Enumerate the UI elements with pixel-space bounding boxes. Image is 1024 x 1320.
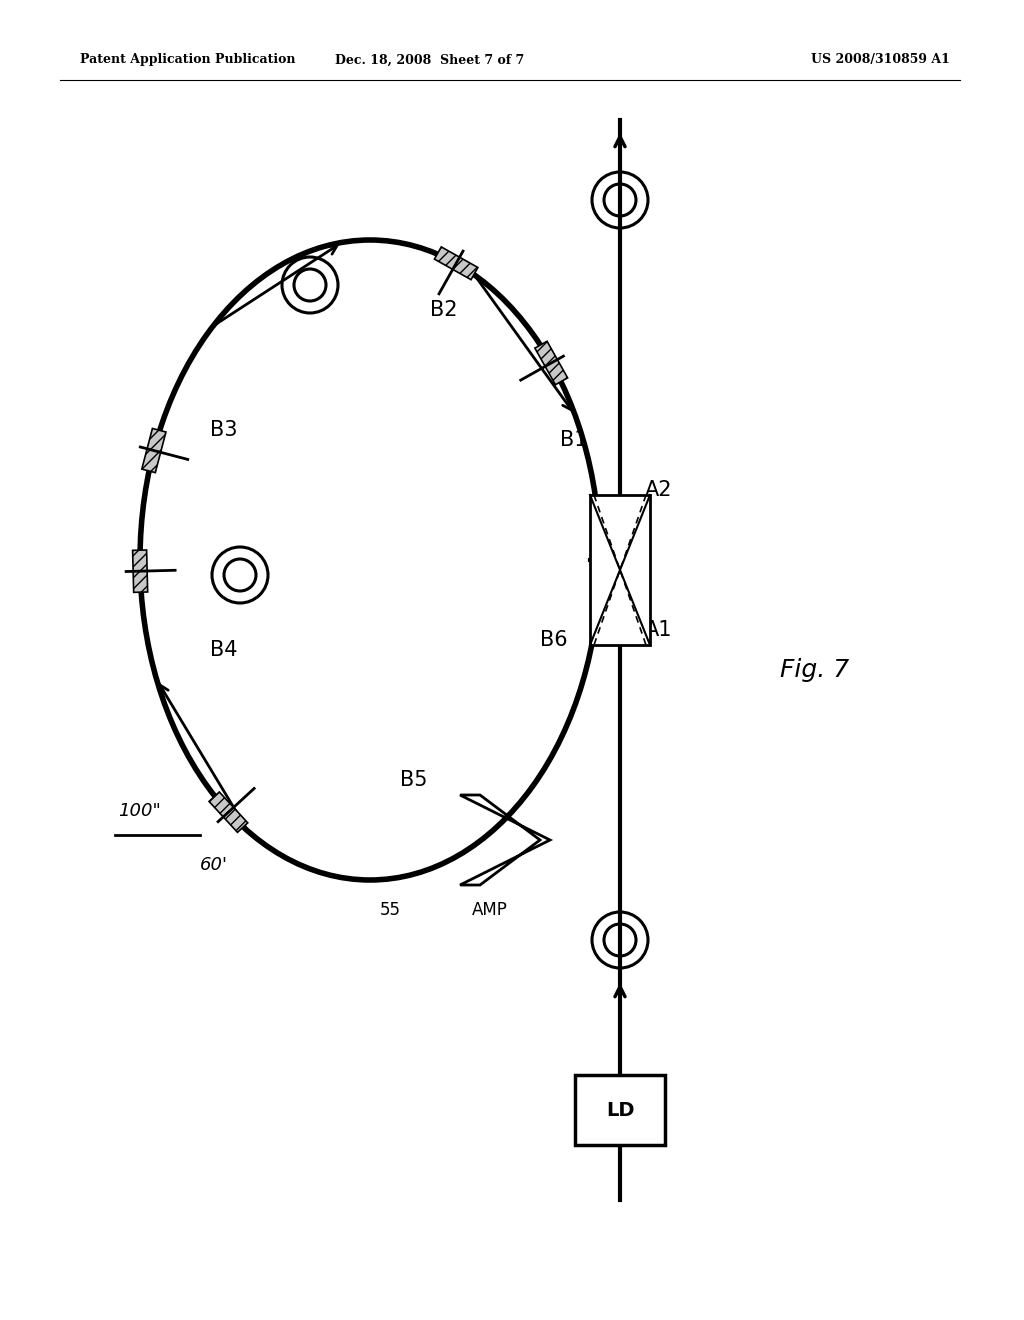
- Bar: [575, 1074, 665, 1144]
- Text: B3: B3: [210, 420, 238, 440]
- Polygon shape: [133, 550, 147, 593]
- Text: B4: B4: [210, 640, 238, 660]
- Text: 60': 60': [200, 855, 228, 874]
- Text: A2: A2: [645, 480, 673, 500]
- Text: LD: LD: [606, 1101, 634, 1119]
- Text: US 2008/310859 A1: US 2008/310859 A1: [811, 54, 950, 66]
- Polygon shape: [141, 429, 166, 473]
- Polygon shape: [209, 792, 248, 833]
- Text: B6: B6: [540, 630, 567, 649]
- Bar: [590, 495, 650, 645]
- Text: Dec. 18, 2008  Sheet 7 of 7: Dec. 18, 2008 Sheet 7 of 7: [336, 54, 524, 66]
- Text: Patent Application Publication: Patent Application Publication: [80, 54, 296, 66]
- Text: B1: B1: [560, 430, 588, 450]
- Text: AMP: AMP: [472, 902, 508, 919]
- Text: B2: B2: [430, 300, 458, 319]
- Text: 55: 55: [380, 902, 400, 919]
- Text: A1: A1: [645, 620, 673, 640]
- Text: Fig. 7: Fig. 7: [780, 657, 849, 682]
- Polygon shape: [434, 247, 478, 280]
- Text: B5: B5: [400, 770, 427, 789]
- Polygon shape: [535, 342, 567, 384]
- Text: 100": 100": [118, 803, 161, 820]
